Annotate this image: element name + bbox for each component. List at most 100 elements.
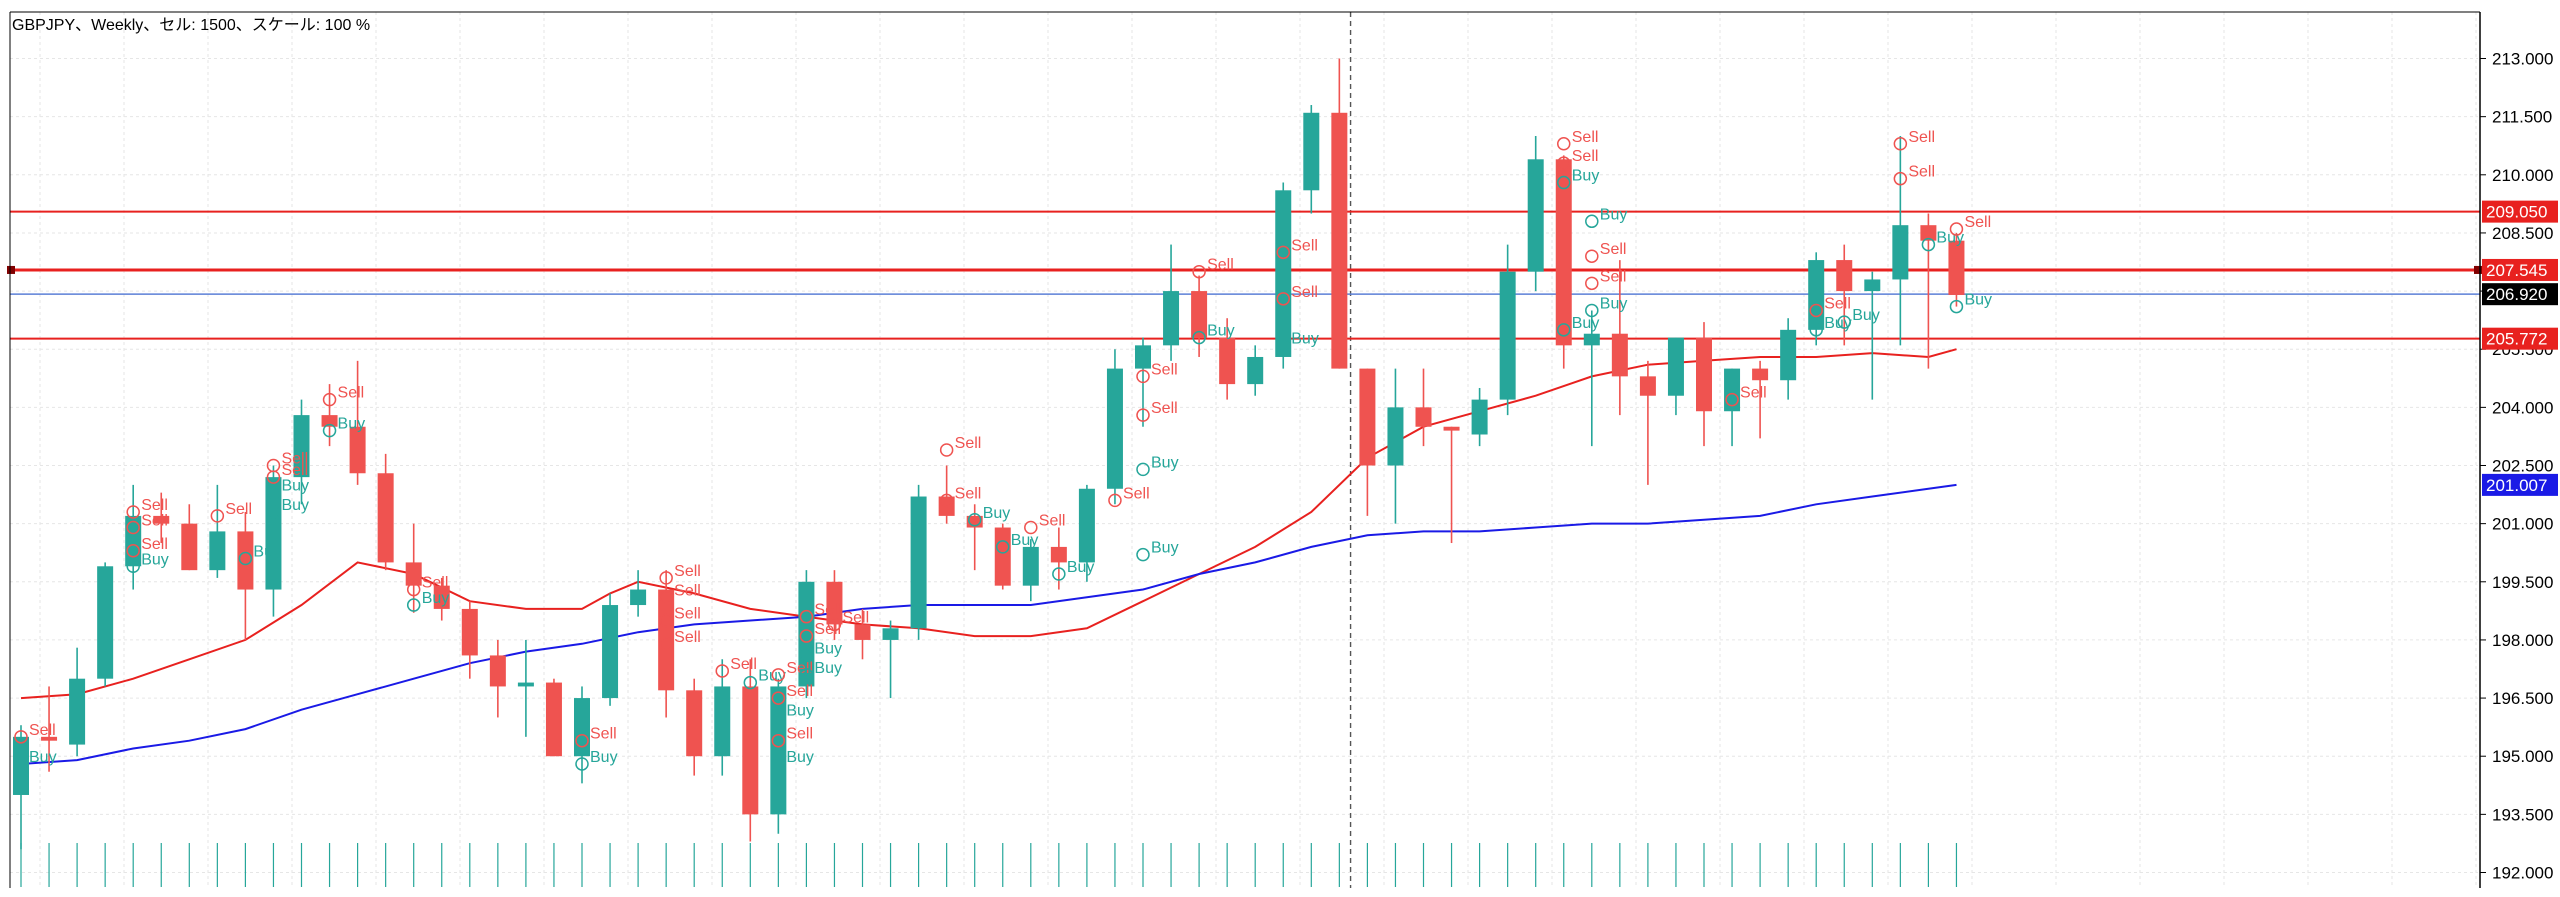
candle-body xyxy=(630,589,647,606)
signal-label: Sell xyxy=(786,726,813,743)
candle-body xyxy=(854,624,871,640)
signal-marker xyxy=(1024,520,1038,535)
candle xyxy=(153,492,170,544)
signal-marker xyxy=(322,392,337,407)
candle xyxy=(405,523,422,613)
price-labels: 209.050 207.545 206.920 205.772 201.007 xyxy=(2482,200,2558,496)
signal-label: Sell xyxy=(674,563,701,580)
candle-body xyxy=(1780,329,1797,381)
signal-marker xyxy=(14,730,28,744)
signal-label: Sell xyxy=(29,722,56,739)
candle xyxy=(1752,360,1769,439)
signal-marker xyxy=(1725,392,1739,407)
candle-body xyxy=(966,515,983,528)
candle xyxy=(686,678,703,776)
candle-body xyxy=(686,690,703,757)
candle-body xyxy=(1247,356,1264,385)
candle xyxy=(1078,484,1095,582)
candle xyxy=(854,608,871,660)
signal-label: Buy xyxy=(253,544,281,561)
signal-marker xyxy=(771,691,786,705)
candle-body xyxy=(1022,546,1039,586)
hline-label-bg xyxy=(2482,200,2558,223)
signal-label: Sell xyxy=(955,485,982,502)
axis-tick-label: 196.500 xyxy=(2492,689,2553,708)
candle-body xyxy=(517,682,534,687)
signal-label: Sell xyxy=(1151,400,1178,417)
candle-body xyxy=(405,562,422,586)
signal-marker xyxy=(996,540,1010,554)
candle xyxy=(237,512,254,640)
candle xyxy=(1359,368,1376,516)
signal-marker xyxy=(1136,547,1150,562)
signal-marker xyxy=(939,493,954,508)
signal-label: Buy xyxy=(1067,559,1095,576)
signal-label: Buy xyxy=(422,590,450,607)
candle-body xyxy=(1078,488,1095,563)
bid-label-text: 206.920 xyxy=(2486,285,2547,304)
signal-label: Sell xyxy=(674,606,701,623)
candle-body xyxy=(69,678,86,745)
hline-label: 209.050 xyxy=(2482,200,2558,223)
signal-marker xyxy=(1893,137,1908,151)
candle xyxy=(209,484,226,578)
signal-marker xyxy=(799,629,814,643)
candle-body xyxy=(910,496,927,629)
hline-label-text: 207.545 xyxy=(2486,261,2547,280)
candlesticks xyxy=(13,58,1965,850)
candle xyxy=(910,484,927,640)
candle-body xyxy=(574,698,590,757)
candle xyxy=(826,570,843,640)
signal-marker xyxy=(126,544,140,558)
signal-marker xyxy=(575,757,589,771)
candle-body xyxy=(13,736,29,795)
signal-marker xyxy=(1276,338,1290,353)
signal-marker xyxy=(939,443,954,457)
axis-tick-label: 213.000 xyxy=(2492,50,2553,69)
signal-label: Buy xyxy=(1151,540,1179,557)
signal-marker xyxy=(406,582,421,597)
signal-marker xyxy=(1585,276,1599,291)
signal-marker xyxy=(799,609,814,624)
signal-label: Buy xyxy=(1964,292,1992,309)
signal-marker xyxy=(406,598,421,612)
signal-marker xyxy=(1276,292,1290,306)
signal-marker xyxy=(1108,493,1122,508)
signal-marker xyxy=(1837,315,1851,329)
signal-marker xyxy=(1921,237,1936,252)
candle xyxy=(1106,349,1123,505)
signal-marker xyxy=(575,733,589,748)
candle-body xyxy=(433,585,450,609)
signal-label: Sell xyxy=(814,621,841,638)
signal-label: Buy xyxy=(1151,454,1179,471)
axis-tick-label: 201.000 xyxy=(2492,515,2553,534)
candle xyxy=(1471,387,1488,447)
signal-marker xyxy=(1192,330,1206,345)
candle xyxy=(1247,345,1264,396)
candle xyxy=(349,360,366,485)
signal-label: Buy xyxy=(786,749,814,766)
signal-label: Buy xyxy=(29,749,57,766)
signal-label: Sell xyxy=(1740,385,1767,402)
candle xyxy=(545,678,562,757)
candle-body xyxy=(1696,337,1712,412)
horizontal-lines[interactable] xyxy=(7,210,2482,340)
signal-label: Sell xyxy=(422,575,449,592)
signal-marker xyxy=(1557,137,1571,151)
candle-body xyxy=(97,566,114,679)
signal-marker xyxy=(1585,214,1599,229)
candle-body xyxy=(770,686,787,815)
signal-marker xyxy=(1557,156,1571,170)
signal-label: Sell xyxy=(590,726,617,743)
signal-marker xyxy=(799,648,814,663)
signal-marker xyxy=(266,505,281,519)
candle-body xyxy=(1106,368,1123,489)
candle-body xyxy=(1191,291,1208,338)
candle xyxy=(1275,182,1292,369)
signal-marker xyxy=(771,668,786,682)
signal-marker xyxy=(126,559,140,574)
candle-body xyxy=(1331,112,1348,369)
candle-body xyxy=(1667,337,1684,396)
